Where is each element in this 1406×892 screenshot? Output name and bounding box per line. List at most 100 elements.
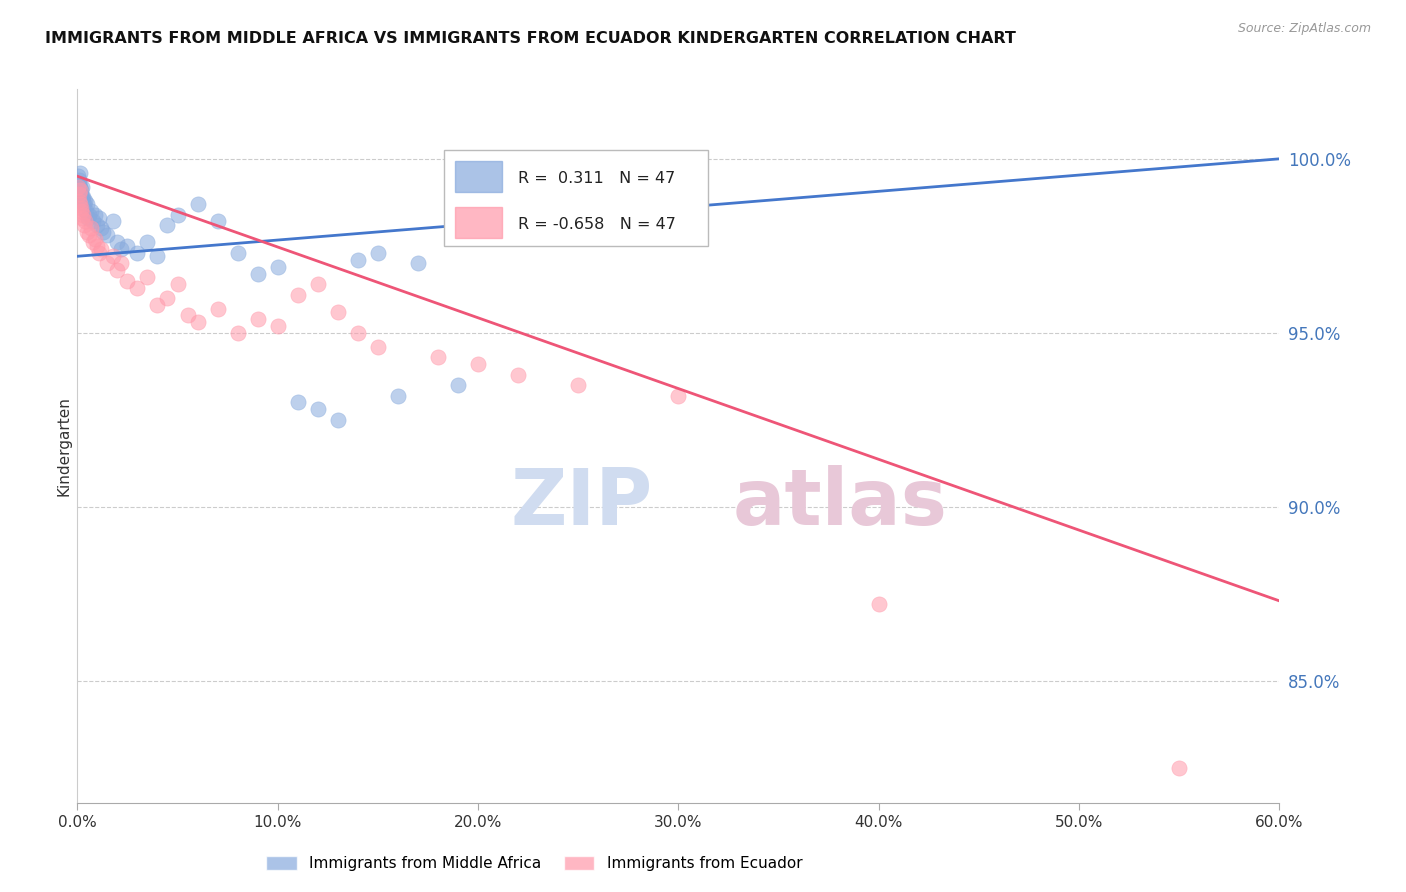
Point <box>246 267 269 281</box>
Point <box>72 190 94 204</box>
Point <box>166 207 188 221</box>
Text: R =  0.311   N = 47: R = 0.311 N = 47 <box>517 171 675 186</box>
Point <box>406 256 429 270</box>
Point <box>72 194 94 208</box>
Point <box>69 166 91 180</box>
Point <box>75 214 97 228</box>
Point <box>110 256 132 270</box>
Point <box>96 228 118 243</box>
Point <box>69 197 91 211</box>
Point <box>567 378 589 392</box>
Point <box>156 218 179 232</box>
Point <box>73 197 96 211</box>
Point <box>73 218 96 232</box>
Text: ZIP: ZIP <box>510 465 652 541</box>
Bar <box>454 161 502 193</box>
Text: R = -0.658   N = 47: R = -0.658 N = 47 <box>517 218 676 233</box>
Point <box>110 243 132 257</box>
FancyBboxPatch shape <box>444 150 709 246</box>
Point <box>90 221 112 235</box>
Point <box>89 211 111 225</box>
Point <box>67 179 90 194</box>
Point <box>226 326 249 340</box>
Point <box>86 239 108 253</box>
Point <box>136 270 159 285</box>
Point <box>246 312 269 326</box>
Point <box>72 179 94 194</box>
Point <box>127 245 149 260</box>
Point <box>96 256 118 270</box>
Point <box>76 225 98 239</box>
Point <box>187 315 209 329</box>
Point <box>127 280 149 294</box>
Point <box>69 183 91 197</box>
Text: IMMIGRANTS FROM MIDDLE AFRICA VS IMMIGRANTS FROM ECUADOR KINDERGARTEN CORRELATIO: IMMIGRANTS FROM MIDDLE AFRICA VS IMMIGRA… <box>45 31 1017 46</box>
Point <box>367 340 389 354</box>
Point <box>72 211 94 225</box>
Point <box>67 169 90 184</box>
Point <box>326 413 349 427</box>
Point <box>70 183 93 197</box>
Text: atlas: atlas <box>733 465 948 541</box>
Point <box>387 388 409 402</box>
Point <box>117 239 139 253</box>
Point <box>107 263 129 277</box>
Point <box>67 194 90 208</box>
Point <box>75 204 97 219</box>
Point <box>326 305 349 319</box>
Point <box>84 232 107 246</box>
Point <box>287 287 309 301</box>
Point <box>287 395 309 409</box>
Point <box>107 235 129 250</box>
Point <box>79 228 101 243</box>
Point <box>67 172 90 186</box>
Point <box>90 243 112 257</box>
Point <box>70 204 93 219</box>
Point <box>72 207 94 221</box>
Point <box>70 201 93 215</box>
Point <box>367 245 389 260</box>
Point <box>307 402 329 417</box>
Point <box>80 204 103 219</box>
Point <box>93 225 115 239</box>
Point <box>508 368 530 382</box>
Bar <box>454 207 502 238</box>
Point <box>67 176 90 190</box>
Point <box>67 186 90 201</box>
Point <box>467 357 489 371</box>
Point <box>70 186 93 201</box>
Text: Source: ZipAtlas.com: Source: ZipAtlas.com <box>1237 22 1371 36</box>
Point <box>156 291 179 305</box>
Point <box>103 249 125 263</box>
Point <box>70 190 93 204</box>
Point <box>868 598 890 612</box>
Point <box>146 298 169 312</box>
Point <box>187 197 209 211</box>
Y-axis label: Kindergarten: Kindergarten <box>56 396 72 496</box>
Point <box>207 301 229 316</box>
Point <box>79 207 101 221</box>
Point <box>82 214 104 228</box>
Point <box>75 194 97 208</box>
Point <box>176 309 198 323</box>
Point <box>427 350 450 364</box>
Point <box>1168 761 1191 775</box>
Point <box>84 207 107 221</box>
Point <box>447 378 470 392</box>
Point <box>226 245 249 260</box>
Point <box>668 388 690 402</box>
Point <box>136 235 159 250</box>
Legend: Immigrants from Middle Africa, Immigrants from Ecuador: Immigrants from Middle Africa, Immigrant… <box>260 850 808 877</box>
Point <box>207 214 229 228</box>
Point <box>69 179 91 194</box>
Point <box>267 318 290 333</box>
Point <box>347 252 370 267</box>
Point <box>76 197 98 211</box>
Point <box>77 211 100 225</box>
Point <box>307 277 329 292</box>
Point <box>86 218 108 232</box>
Point <box>82 235 104 250</box>
Point <box>117 274 139 288</box>
Point <box>89 245 111 260</box>
Point <box>347 326 370 340</box>
